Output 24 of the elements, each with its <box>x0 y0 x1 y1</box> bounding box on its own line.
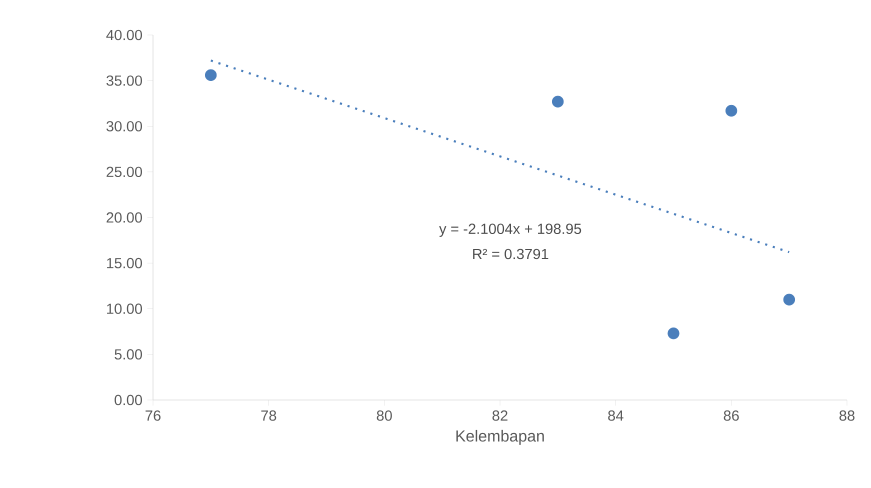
x-tick-label: 88 <box>839 410 854 421</box>
point <box>668 328 680 340</box>
y-tick-label: 40.00 <box>106 30 142 40</box>
x-axis-title: Kelembapan <box>456 430 544 445</box>
x-tick-label: 80 <box>376 410 392 421</box>
x-tick-label: 76 <box>146 410 161 421</box>
x-tick-label: 86 <box>724 410 739 421</box>
y-tick-label: 20.00 <box>106 212 142 223</box>
point <box>783 294 796 306</box>
point <box>552 96 564 108</box>
x-tick-label: 82 <box>492 410 508 421</box>
y-tick-label: 0.00 <box>114 394 142 406</box>
y-tick-label: 30.00 <box>106 121 142 132</box>
x-tick-label: 84 <box>608 410 624 421</box>
y-tick-label: 35.00 <box>106 75 142 86</box>
y-tick-label: 10.00 <box>107 304 142 314</box>
annotation: y = -2.1004x + 198.95 <box>439 224 582 237</box>
point <box>204 69 217 82</box>
y-tick-label: 15.00 <box>107 258 142 268</box>
point <box>725 104 738 117</box>
x-tick-label: 78 <box>261 410 276 421</box>
y-tick-label: 5.00 <box>114 349 142 360</box>
annotation: R² = 0.3791 <box>473 248 548 260</box>
y-tick-label: 25.00 <box>106 166 142 178</box>
